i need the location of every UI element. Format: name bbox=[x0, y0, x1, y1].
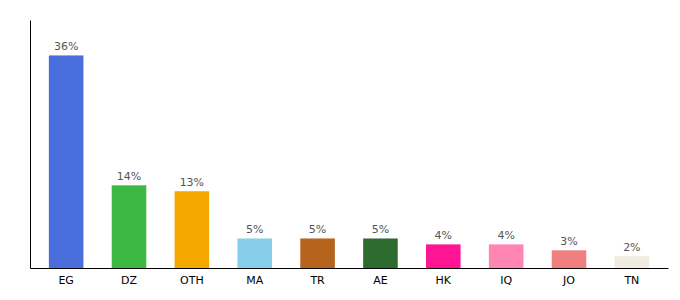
x-tick-label: IQ bbox=[500, 274, 512, 287]
bar bbox=[426, 244, 461, 268]
data-label: 3% bbox=[560, 235, 577, 248]
x-tick-label: OTH bbox=[180, 274, 204, 287]
data-label: 4% bbox=[497, 229, 514, 242]
bar bbox=[175, 191, 210, 268]
x-tick: TR bbox=[309, 274, 325, 287]
bar bbox=[552, 250, 587, 268]
x-axis-line bbox=[31, 268, 669, 269]
x-tick-label: HK bbox=[436, 274, 452, 287]
x-tick: OTH bbox=[180, 274, 204, 287]
data-label: 5% bbox=[246, 223, 263, 236]
data-label: 13% bbox=[180, 176, 204, 189]
bar bbox=[112, 185, 147, 268]
x-tick: AE bbox=[373, 274, 388, 287]
x-tick-label: DZ bbox=[121, 274, 137, 287]
x-tick: JO bbox=[562, 274, 575, 287]
bar bbox=[363, 238, 398, 268]
x-axis: EG DZ OTH MA TR AE HK IQ JO TN bbox=[31, 269, 669, 287]
data-label: 36% bbox=[54, 40, 78, 53]
x-tick: DZ bbox=[121, 274, 137, 287]
x-tick: TN bbox=[623, 274, 639, 287]
y-axis-line bbox=[30, 21, 31, 269]
x-tick-label: JO bbox=[562, 274, 575, 287]
x-tick-label: AE bbox=[373, 274, 388, 287]
x-tick-label: TR bbox=[309, 274, 325, 287]
data-label: 4% bbox=[435, 229, 452, 242]
x-tick: IQ bbox=[500, 274, 512, 287]
plot: 36% 14% 13% 5% 5% 5% 4% 4% 3% 2% EG DZ OTH MA TR AE HK IQ… bbox=[31, 21, 669, 287]
bar bbox=[300, 238, 335, 268]
y-axis bbox=[30, 21, 31, 269]
chart: 36% 14% 13% 5% 5% 5% 4% 4% 3% 2% EG DZ OTH MA TR AE HK IQ… bbox=[0, 0, 680, 300]
bars bbox=[49, 55, 649, 268]
data-labels: 36% 14% 13% 5% 5% 5% 4% 4% 3% 2% bbox=[54, 40, 641, 254]
x-tick: HK bbox=[436, 274, 452, 287]
bar bbox=[237, 238, 272, 268]
x-tick-label: EG bbox=[58, 274, 73, 287]
bar bbox=[489, 244, 524, 268]
data-label: 14% bbox=[117, 170, 141, 183]
bar bbox=[49, 55, 84, 268]
bar bbox=[615, 256, 650, 268]
x-tick: EG bbox=[58, 274, 73, 287]
data-label: 5% bbox=[309, 223, 326, 236]
data-label: 5% bbox=[372, 223, 389, 236]
data-label: 2% bbox=[623, 241, 640, 254]
x-tick: MA bbox=[246, 274, 263, 287]
x-tick-label: TN bbox=[623, 274, 639, 287]
x-tick-label: MA bbox=[246, 274, 263, 287]
